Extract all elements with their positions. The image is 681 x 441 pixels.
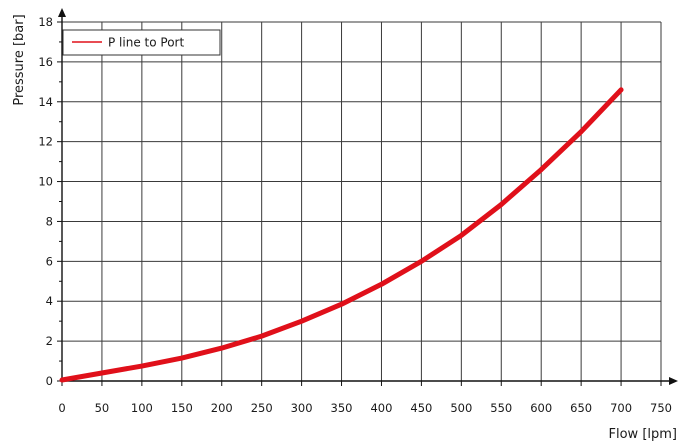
x-tick-label: 650 [570,401,592,415]
x-tick-label: 300 [291,401,313,415]
x-tick-label: 0 [58,401,65,415]
x-tick-label: 550 [490,401,512,415]
y-tick-label: 18 [38,15,53,29]
y-tick-label: 12 [38,135,53,149]
x-tick-label: 50 [95,401,110,415]
series-line-0 [59,87,624,383]
legend-label-p-line-to-port: P line to Port [108,36,184,50]
y-tick-label: 10 [38,175,53,189]
x-tick-label: 450 [410,401,432,415]
x-axis-arrow [669,377,678,385]
y-tick-label: 2 [46,334,53,348]
y-tick-label: 0 [46,374,53,388]
tick-labels: 0 2 4 6 8 10 12 14 16 18 0 50 100 150 200 250 300 350 400 4… [38,15,672,415]
y-tick-label: 14 [38,95,53,109]
x-tick-label: 600 [530,401,552,415]
y-axis-arrow [58,8,66,17]
legend: P line to Port [62,29,221,56]
y-tick-label: 8 [46,214,53,228]
x-axis-title: Flow [lpm] [609,427,677,441]
y-tick-label: 16 [38,55,53,69]
x-tick-label: 350 [331,401,353,415]
x-tick-label: 150 [171,401,193,415]
x-tick-label: 400 [370,401,392,415]
y-axis-title: Pressure [bar] [12,14,27,105]
y-tick-label: 6 [46,254,53,268]
x-tick-label: 750 [650,401,672,415]
x-tick-label: 100 [131,401,153,415]
x-tick-label: 700 [610,401,632,415]
x-tick-label: 500 [450,401,472,415]
x-tick-label: 200 [211,401,233,415]
y-tick-label: 4 [46,294,53,308]
x-tick-label: 250 [251,401,273,415]
grid [62,21,662,381]
axes [57,8,678,386]
series-lines [59,87,624,383]
